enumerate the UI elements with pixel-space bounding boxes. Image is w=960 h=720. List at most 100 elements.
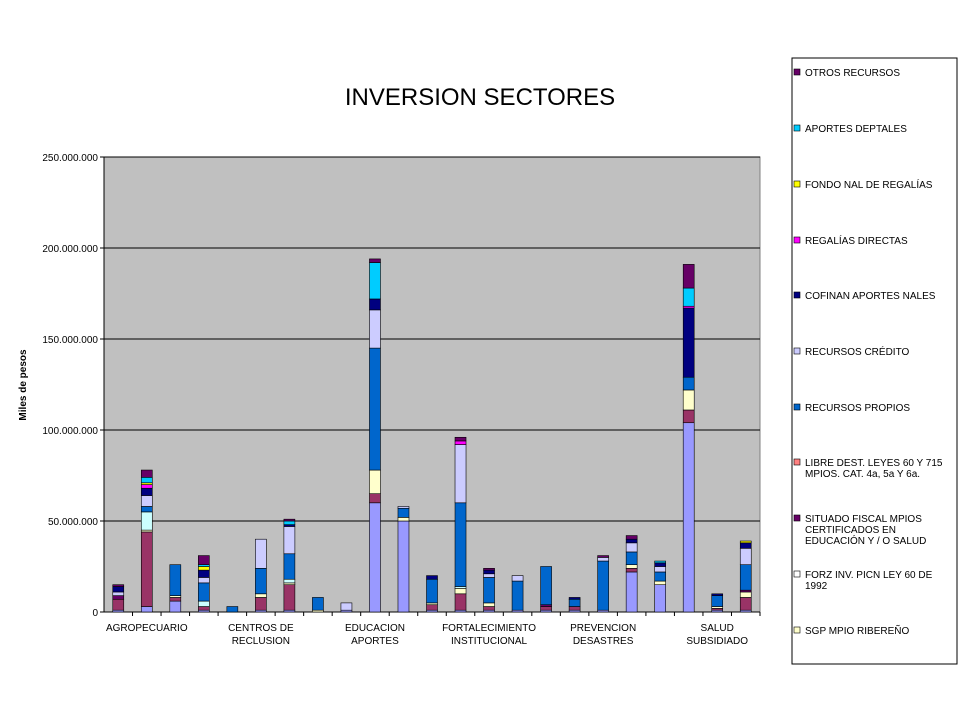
- bar-segment: [397, 520, 410, 613]
- legend-swatch: [793, 514, 801, 522]
- bar-segment: [739, 547, 752, 565]
- bar-segment: [625, 538, 638, 544]
- legend-label: SGP MPIO RIBEREÑO: [805, 624, 910, 637]
- bar-segment: [198, 582, 210, 602]
- bar-segment: [540, 566, 552, 606]
- legend-label: RECURSOS CRÉDITO: [805, 345, 909, 358]
- bar-segment: [682, 307, 695, 378]
- bar-segment: [140, 487, 153, 496]
- bar-segment: [682, 389, 695, 411]
- bar-segment: [198, 566, 210, 571]
- bar-segment: [597, 560, 609, 611]
- bar-segment: [654, 584, 666, 613]
- bar-segment: [682, 287, 695, 307]
- legend-swatch: [793, 626, 801, 634]
- bar-segment: [169, 597, 182, 602]
- legend-box: [791, 57, 958, 665]
- bar-segment: [140, 484, 153, 489]
- legend-swatch: [793, 236, 801, 244]
- bar-segment: [397, 517, 410, 522]
- x-tick-label: SUBSIDIADO: [686, 636, 748, 647]
- legend-label: SITUADO FISCAL MPIOS: [805, 514, 922, 525]
- bar-segment: [625, 568, 638, 573]
- bar-segment: [597, 555, 609, 558]
- legend-swatch: [793, 347, 801, 355]
- bar-segment: [283, 553, 296, 580]
- bar-segment: [682, 422, 695, 613]
- x-tick-label: DESASTRES: [573, 636, 634, 647]
- bar-segment: [483, 573, 495, 578]
- bar-segment: [283, 518, 296, 522]
- y-tick-label: 150.000.000: [42, 335, 98, 346]
- bar-segment: [511, 575, 524, 582]
- bar-segment: [682, 409, 695, 424]
- legend-swatch: [793, 570, 801, 578]
- bar-segment: [540, 606, 552, 611]
- bar-segment: [369, 298, 381, 311]
- bar-segment: [454, 588, 467, 595]
- bar-segment: [312, 597, 324, 611]
- legend-label: FONDO NAL DE REGALÍAS: [805, 178, 933, 191]
- bar-segment: [739, 591, 752, 598]
- bar-segment: [255, 538, 267, 569]
- bar-segment: [711, 595, 724, 607]
- bar-segment: [283, 520, 296, 525]
- legend-label: OTROS RECURSOS: [805, 68, 900, 79]
- y-tick-label: 250.000.000: [42, 153, 98, 164]
- bar-segment: [625, 571, 638, 613]
- bar-segment: [454, 436, 467, 442]
- bar-segment: [369, 258, 381, 263]
- legend-swatch: [793, 124, 801, 132]
- bar-segment: [454, 502, 467, 587]
- bar-segment: [654, 562, 666, 567]
- bar-segment: [426, 575, 438, 580]
- x-tick-label: CENTROS DE: [228, 623, 294, 634]
- bar-segment: [255, 568, 267, 595]
- bar-segment: [397, 507, 410, 518]
- y-tick-label: 0: [92, 608, 98, 619]
- bar-segment: [483, 569, 495, 575]
- bar-segment: [654, 560, 666, 564]
- legend-label: LIBRE DEST. LEYES 60 Y 715: [805, 458, 943, 469]
- bar-segment: [625, 551, 638, 565]
- x-tick-label: EDUCACION: [345, 623, 405, 634]
- x-tick-label: AGROPECUARIO: [106, 623, 188, 634]
- bar-segment: [140, 469, 153, 478]
- bar-segment: [397, 506, 410, 509]
- bar-segment: [369, 493, 381, 504]
- bar-segment: [112, 586, 125, 593]
- bar-segment: [198, 577, 210, 584]
- bar-segment: [169, 564, 182, 596]
- bar-segment: [739, 540, 752, 544]
- bar-segment: [140, 511, 153, 531]
- bar-segment: [369, 469, 381, 495]
- bar-segment: [369, 347, 381, 471]
- bar-segment: [739, 564, 752, 591]
- bar-segment: [369, 502, 381, 613]
- legend-swatch: [793, 403, 801, 411]
- legend-label: RECURSOS PROPIOS: [805, 403, 910, 414]
- bar-segment: [255, 597, 267, 611]
- legend-swatch: [793, 458, 801, 466]
- bar-segment: [140, 506, 153, 513]
- x-tick-label: SALUD: [701, 623, 734, 634]
- x-tick-label: RECLUSION: [232, 636, 290, 647]
- x-tick-label: APORTES: [351, 636, 399, 647]
- bar-segment: [568, 606, 581, 611]
- y-tick-label: 50.000.000: [48, 517, 98, 528]
- bar-segment: [283, 526, 296, 555]
- bar-segment: [654, 580, 666, 585]
- bar-segment: [226, 606, 239, 613]
- bar-segment: [140, 606, 153, 613]
- bar-segment: [654, 571, 666, 582]
- plot-background: [103, 156, 761, 613]
- bar-segment: [454, 593, 467, 611]
- bar-segment: [483, 606, 495, 611]
- plot-area: 0 50.000.000 100.000.000 150.000.000 200.000…: [42, 153, 761, 647]
- bar-segment: [198, 600, 210, 607]
- legend-label: EDUCACIÓN Y / O SALUD: [805, 534, 926, 547]
- bar-segment: [625, 535, 638, 540]
- bar-segment: [140, 477, 153, 484]
- x-tick-label: INSTITUCIONAL: [451, 636, 528, 647]
